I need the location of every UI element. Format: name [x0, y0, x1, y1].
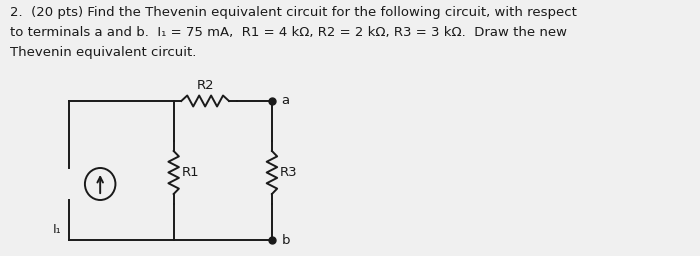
Text: R1: R1 — [181, 166, 199, 179]
Text: I₁: I₁ — [52, 223, 61, 236]
Text: Thevenin equivalent circuit.: Thevenin equivalent circuit. — [10, 46, 196, 59]
Text: R2: R2 — [196, 79, 214, 92]
Text: 2.  (20 pts) Find the Thevenin equivalent circuit for the following circuit, wit: 2. (20 pts) Find the Thevenin equivalent… — [10, 6, 576, 19]
Text: to terminals a and b.  I₁ = 75 mA,  R1 = 4 kΩ, R2 = 2 kΩ, R3 = 3 kΩ.  Draw the n: to terminals a and b. I₁ = 75 mA, R1 = 4… — [10, 26, 566, 39]
Text: R3: R3 — [279, 166, 298, 179]
Text: a: a — [281, 94, 290, 108]
Text: b: b — [281, 233, 290, 247]
